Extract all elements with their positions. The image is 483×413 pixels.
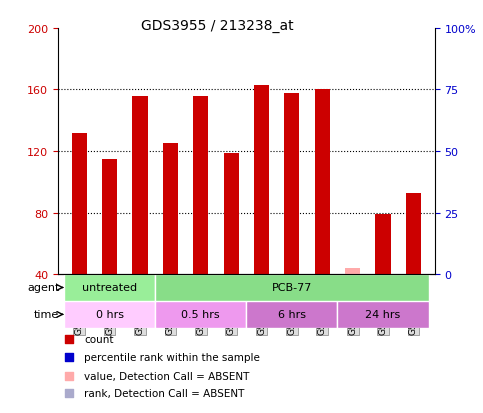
- Text: value, Detection Call = ABSENT: value, Detection Call = ABSENT: [85, 370, 250, 381]
- Bar: [375, 214, 391, 274]
- Text: 0 hrs: 0 hrs: [96, 310, 124, 320]
- FancyBboxPatch shape: [246, 301, 338, 328]
- Bar: [102, 159, 117, 274]
- Bar: [345, 268, 360, 274]
- Text: agent: agent: [27, 283, 59, 293]
- Bar: [224, 153, 239, 274]
- Bar: [163, 144, 178, 274]
- Bar: [193, 96, 208, 274]
- Text: rank, Detection Call = ABSENT: rank, Detection Call = ABSENT: [85, 388, 245, 398]
- Text: PCB-77: PCB-77: [272, 283, 312, 293]
- Text: count: count: [85, 335, 114, 344]
- Bar: [315, 90, 330, 274]
- FancyBboxPatch shape: [64, 274, 155, 301]
- Text: percentile rank within the sample: percentile rank within the sample: [85, 352, 260, 362]
- Bar: [406, 193, 421, 274]
- Text: time: time: [34, 310, 59, 320]
- Bar: [132, 96, 148, 274]
- Bar: [254, 85, 269, 274]
- Text: 0.5 hrs: 0.5 hrs: [182, 310, 220, 320]
- Bar: [71, 133, 87, 274]
- Text: 6 hrs: 6 hrs: [278, 310, 306, 320]
- FancyBboxPatch shape: [338, 301, 428, 328]
- FancyBboxPatch shape: [64, 301, 155, 328]
- FancyBboxPatch shape: [155, 274, 428, 301]
- Text: GDS3955 / 213238_at: GDS3955 / 213238_at: [141, 19, 294, 33]
- Text: 24 hrs: 24 hrs: [366, 310, 401, 320]
- Point: [345, 259, 353, 265]
- Text: untreated: untreated: [82, 283, 137, 293]
- FancyBboxPatch shape: [155, 301, 246, 328]
- Bar: [284, 93, 299, 274]
- Point: [345, 98, 353, 105]
